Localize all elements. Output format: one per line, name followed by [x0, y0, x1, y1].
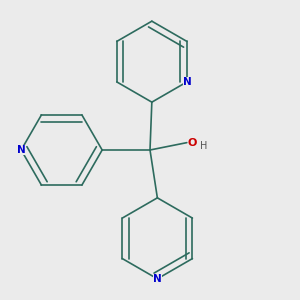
- Text: N: N: [153, 274, 162, 284]
- Text: H: H: [200, 141, 207, 151]
- Text: N: N: [182, 77, 191, 87]
- Text: O: O: [188, 138, 197, 148]
- Text: N: N: [17, 145, 26, 155]
